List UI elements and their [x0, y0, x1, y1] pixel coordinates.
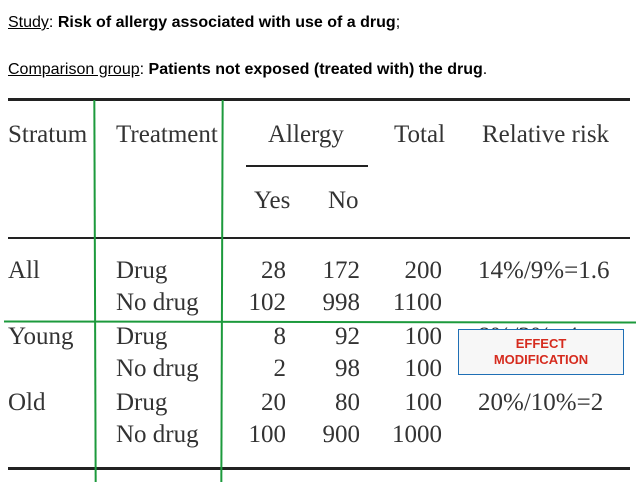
row-4-no: 80: [335, 389, 360, 416]
header-total: Total: [394, 121, 446, 148]
row-0-treatment: Drug: [116, 257, 168, 284]
row-0-no: 172: [322, 257, 361, 284]
row-0-total: 200: [404, 257, 443, 284]
study-line: Study: Risk of allergy associated with u…: [8, 14, 400, 32]
row-5-no: 900: [322, 421, 361, 448]
comparison-text: Patients not exposed (treated with) the …: [148, 61, 483, 78]
header-bottom-rule: [8, 237, 630, 239]
header-allergy: Allergy: [268, 121, 344, 148]
data-table: Stratum Treatment Allergy Total Relative…: [0, 92, 638, 482]
header-yes: Yes: [254, 187, 291, 214]
row-1-treatment: No drug: [116, 289, 199, 316]
row-0-yes: 28: [261, 257, 286, 284]
row-5-total: 1000: [392, 421, 442, 448]
annotation-vertical-line-2: [220, 99, 224, 482]
allergy-underline: [246, 165, 368, 167]
effect-modification-line1: EFFECT: [515, 335, 567, 351]
row-2-yes: 8: [273, 323, 287, 350]
row-0-stratum: All: [8, 257, 40, 284]
row-3-treatment: No drug: [116, 355, 199, 382]
row-1-no: 998: [322, 289, 361, 316]
annotation-horizontal-line: [3, 320, 637, 324]
row-4-treatment: Drug: [116, 389, 168, 416]
effect-modification-line2: MODIFICATION: [493, 352, 589, 367]
row-2-stratum: Young: [8, 323, 74, 350]
row-1-total: 1100: [392, 289, 442, 316]
study-text: Risk of allergy associated with use of a…: [57, 14, 396, 31]
row-3-total: 100: [404, 355, 443, 382]
row-4-rr: 20%/10%=2: [478, 389, 604, 416]
row-2-total: 100: [404, 323, 443, 350]
comparison-end: .: [482, 61, 488, 78]
row-3-yes: 2: [273, 355, 287, 382]
row-4-stratum: Old: [8, 389, 46, 416]
comparison-line: Comparison group: Patients not exposed (…: [8, 61, 487, 79]
study-separator: :: [48, 14, 58, 31]
row-0-rr: 14%/9%=1.6: [478, 257, 610, 284]
table-top-rule: [8, 98, 630, 101]
comparison-label: Comparison group: [8, 61, 140, 78]
study-end: ;: [395, 14, 401, 31]
row-5-treatment: No drug: [116, 421, 199, 448]
row-1-yes: 102: [248, 289, 287, 316]
header-stratum: Stratum: [8, 121, 88, 148]
header-relative-risk: Relative risk: [482, 121, 610, 148]
effect-modification-box: EFFECT MODIFICATION: [458, 329, 624, 375]
table-bottom-rule: [8, 467, 630, 470]
row-3-no: 98: [335, 355, 360, 382]
row-5-yes: 100: [248, 421, 287, 448]
row-2-treatment: Drug: [116, 323, 168, 350]
row-4-yes: 20: [261, 389, 286, 416]
study-label: Study: [8, 14, 49, 31]
row-2-no: 92: [335, 323, 360, 350]
header-no: No: [328, 187, 359, 214]
header-treatment: Treatment: [116, 121, 218, 148]
comparison-separator: :: [139, 61, 149, 78]
row-4-total: 100: [404, 389, 443, 416]
annotation-vertical-line-1: [93, 99, 97, 482]
